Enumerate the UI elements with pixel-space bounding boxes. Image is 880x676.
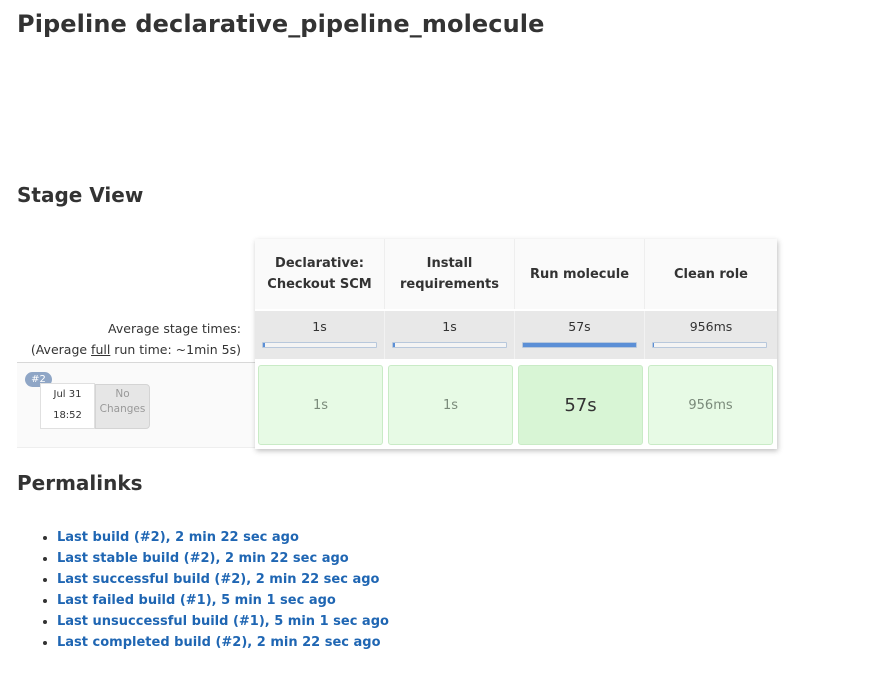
- permalink-item: Last successful build (#2), 2 min 22 sec…: [57, 569, 389, 590]
- changes-line1: No: [115, 388, 130, 400]
- stage-avg-time: 956ms: [689, 319, 733, 334]
- permalink-item: Last build (#2), 2 min 22 sec ago: [57, 527, 389, 548]
- stage-view-title: Stage View: [17, 183, 144, 207]
- stage-name-line2: Checkout SCM: [267, 277, 372, 292]
- stage-avg-time: 57s: [568, 319, 591, 334]
- stage-name-line1: Install: [426, 256, 473, 271]
- average-run-time-suffix: run time: ~1min 5s): [110, 342, 241, 357]
- stage-avg-bar-fill: [653, 343, 655, 347]
- stage-avg-bar: [652, 342, 767, 348]
- stage-avg-bar: [262, 342, 377, 348]
- stage-run-run-molecule[interactable]: 57s: [518, 365, 643, 445]
- stage-name-line2: requirements: [399, 277, 500, 292]
- stage-avg-bar-fill: [523, 343, 636, 347]
- stage-name-line1: Declarative:: [275, 256, 364, 271]
- stage-view-table: Declarative: Checkout SCM 1s 1s Install re…: [255, 239, 777, 449]
- changes-line2: Changes: [99, 403, 146, 415]
- stage-header-clean-role: Clean role: [645, 239, 777, 309]
- stage-run-install-requirements[interactable]: 1s: [388, 365, 513, 445]
- stage-avg-run-molecule: 57s: [515, 311, 645, 359]
- permalink-last-successful-build[interactable]: Last successful build (#2), 2 min 22 sec…: [57, 572, 380, 587]
- stage-name-line1: Clean role: [674, 266, 748, 282]
- stage-avg-bar-fill: [393, 343, 396, 347]
- stage-run-checkout-scm[interactable]: 1s: [258, 365, 383, 445]
- page-title: Pipeline declarative_pipeline_molecule: [17, 10, 545, 38]
- stage-run-clean-role[interactable]: 956ms: [648, 365, 773, 445]
- build-date-day: Jul 31: [53, 389, 82, 400]
- average-stage-times-label: Average stage times: (Average full run t…: [31, 318, 241, 360]
- stage-name-line1: Run molecule: [529, 266, 630, 282]
- permalink-last-failed-build[interactable]: Last failed build (#1), 5 min 1 sec ago: [57, 593, 336, 608]
- stage-avg-time: 1s: [442, 319, 457, 334]
- average-run-time-prefix: (Average: [30, 342, 92, 357]
- stage-header-install-requirements: Install requirements: [385, 239, 515, 309]
- average-run-time-text: (Average full run time: ~1min 5s): [31, 339, 241, 360]
- permalinks-title: Permalinks: [17, 471, 143, 495]
- stage-avg-bar: [392, 342, 507, 348]
- permalink-item: Last stable build (#2), 2 min 22 sec ago: [57, 548, 389, 569]
- stage-header-checkout-scm: Declarative: Checkout SCM: [255, 239, 385, 309]
- permalink-last-stable-build[interactable]: Last stable build (#2), 2 min 22 sec ago: [57, 551, 349, 566]
- average-stage-times-text: Average stage times:: [108, 321, 241, 336]
- stage-avg-bar-fill: [263, 343, 266, 347]
- permalink-last-unsuccessful-build[interactable]: Last unsuccessful build (#1), 5 min 1 se…: [57, 614, 389, 629]
- permalinks-list: Last build (#2), 2 min 22 sec ago Last s…: [17, 527, 389, 653]
- permalink-item: Last completed build (#2), 2 min 22 sec …: [57, 632, 389, 653]
- stage-avg-time: 1s: [312, 319, 327, 334]
- stage-header-run-molecule: Run molecule: [515, 239, 645, 309]
- full-link[interactable]: full: [91, 342, 111, 357]
- permalink-last-completed-build[interactable]: Last completed build (#2), 2 min 22 sec …: [57, 635, 381, 650]
- permalink-item: Last failed build (#1), 5 min 1 sec ago: [57, 590, 389, 611]
- permalink-item: Last unsuccessful build (#1), 5 min 1 se…: [57, 611, 389, 632]
- permalink-last-build[interactable]: Last build (#2), 2 min 22 sec ago: [57, 530, 299, 545]
- stage-avg-bar: [522, 342, 637, 348]
- stage-avg-install-requirements: 1s: [385, 311, 515, 359]
- build-date: Jul 31 18:52: [40, 383, 95, 429]
- stage-avg-clean-role: 956ms: [645, 311, 777, 359]
- build-date-time: 18:52: [53, 410, 82, 421]
- build-changes[interactable]: No Changes: [95, 384, 150, 429]
- stage-avg-checkout-scm: 1s: [255, 311, 385, 359]
